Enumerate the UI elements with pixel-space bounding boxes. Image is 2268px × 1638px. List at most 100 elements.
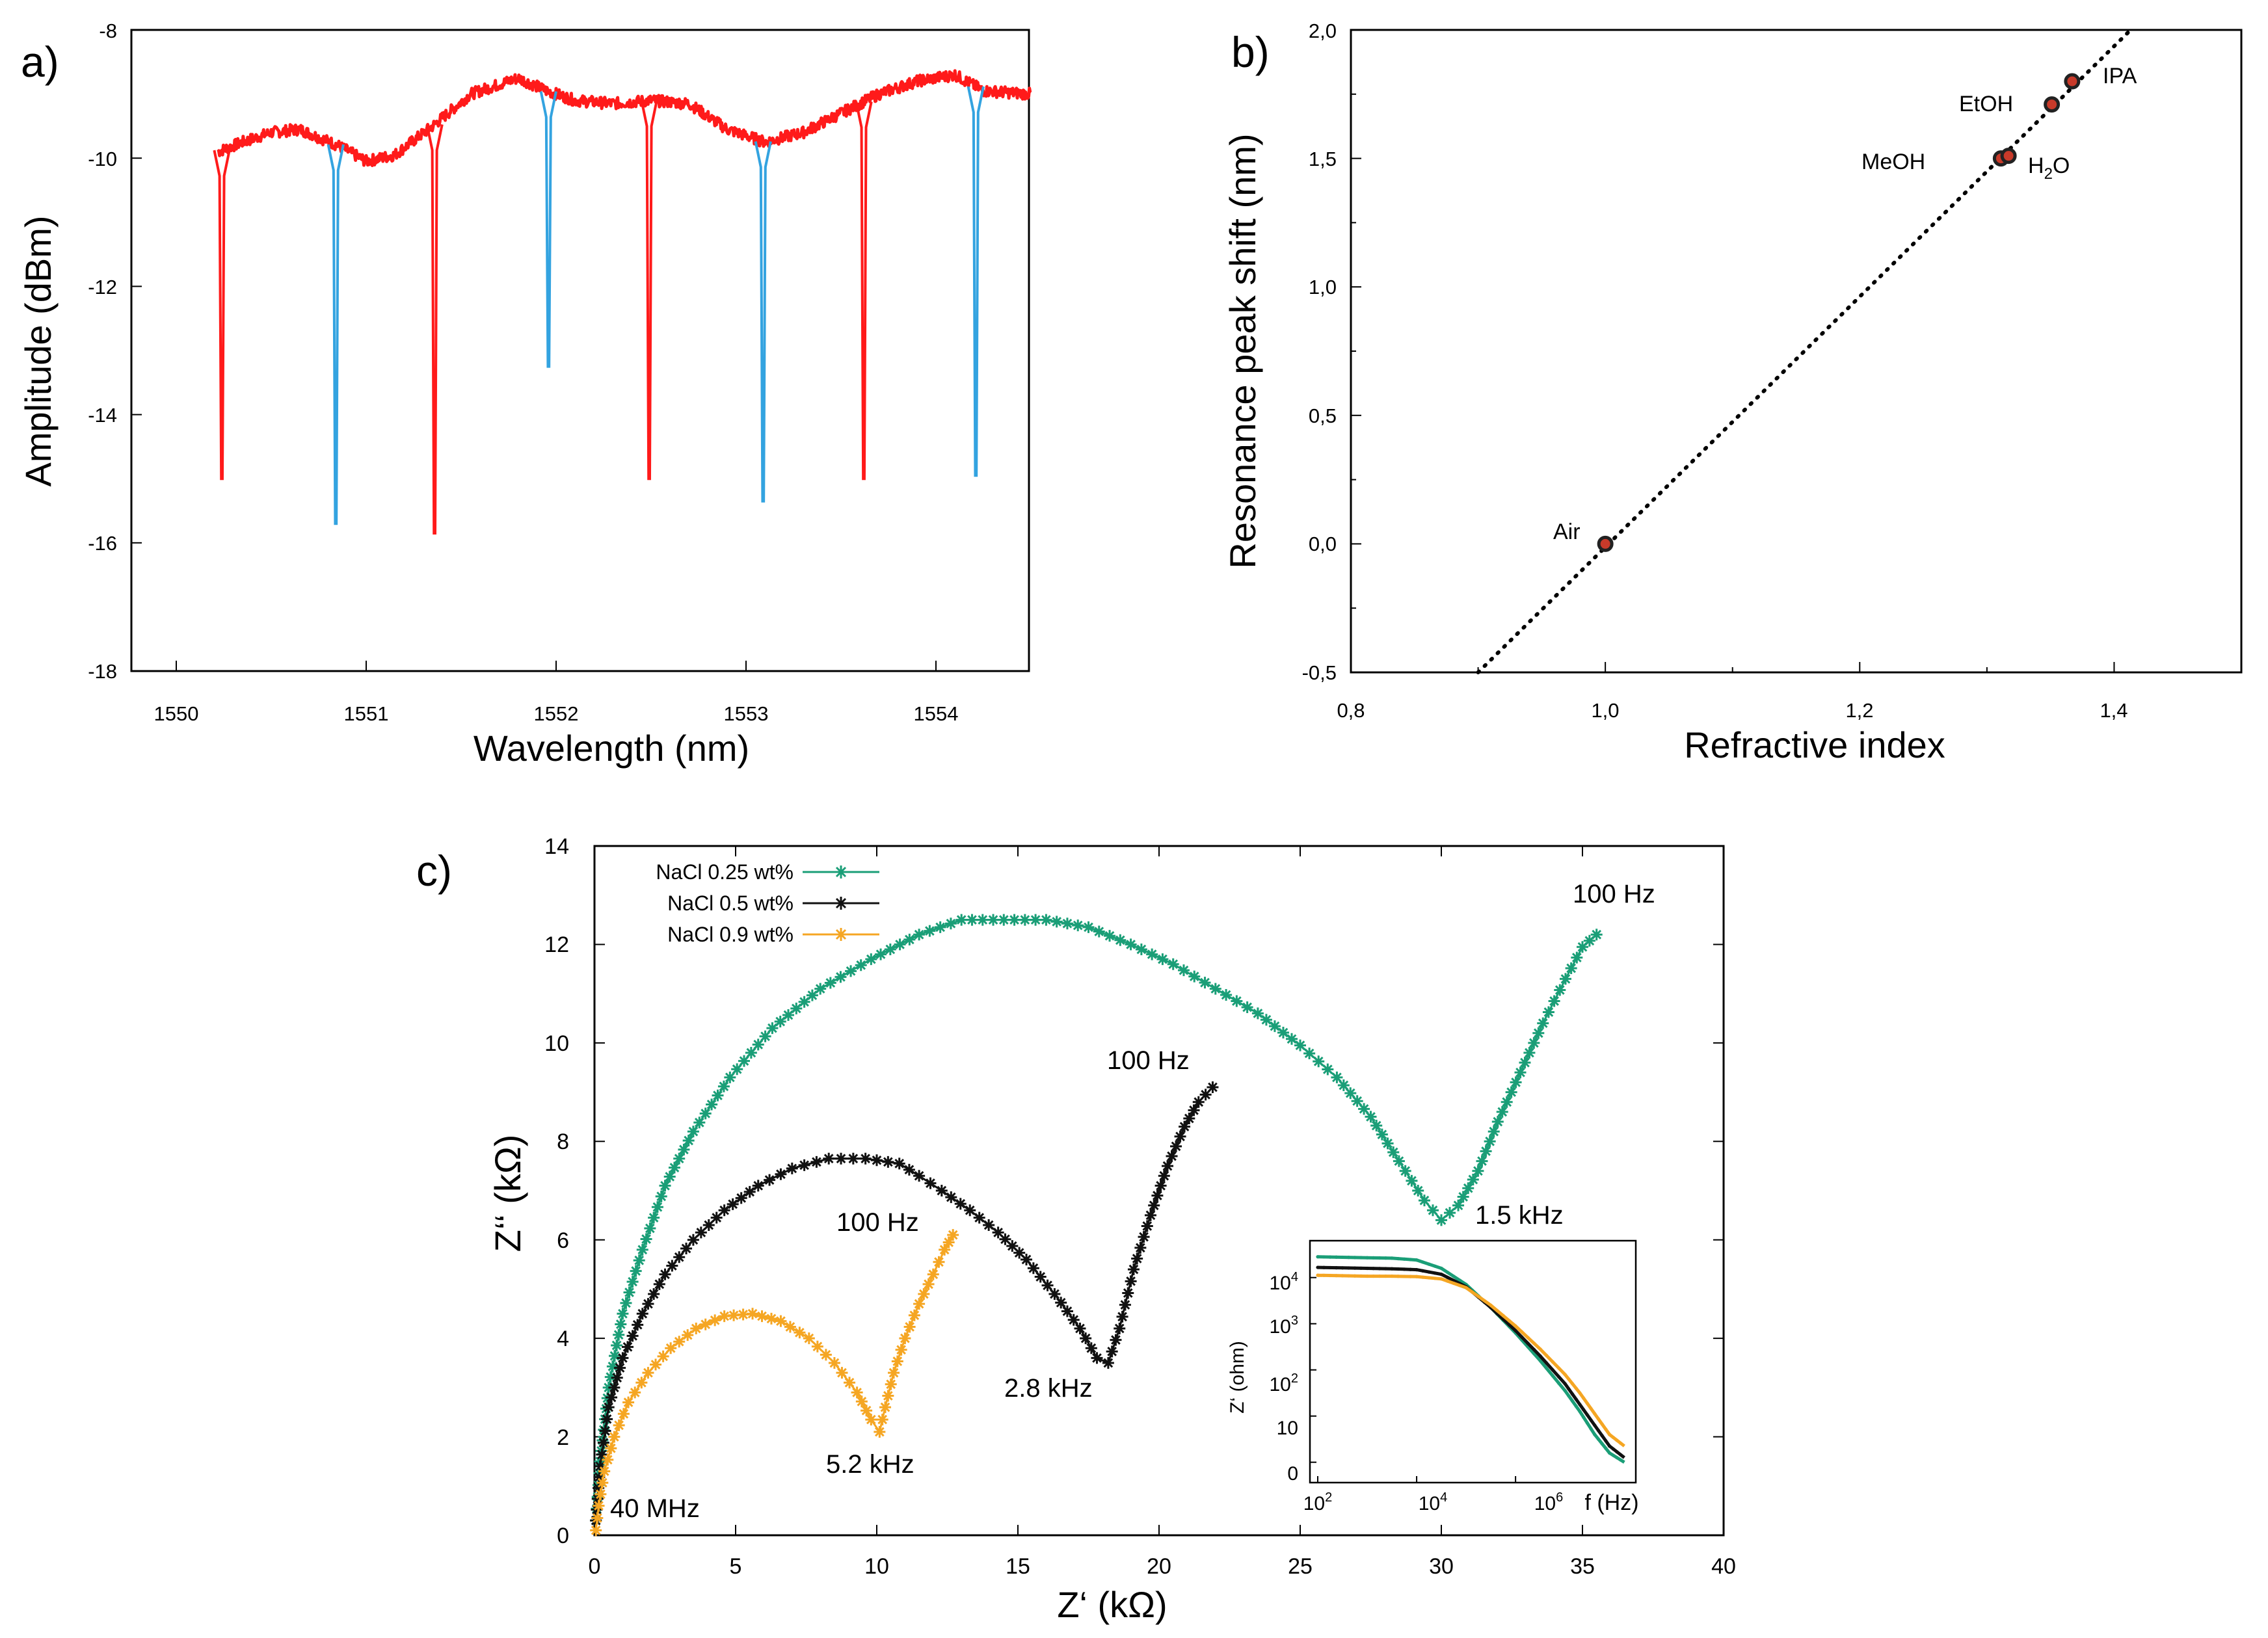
panel-c-x-tick-label-0: 0	[589, 1554, 601, 1579]
panel-c-series-0-marker-29-3	[1528, 1037, 1540, 1049]
panel-c-series-0-marker-2-5	[613, 1328, 625, 1341]
panel-c-series-0-marker-5-5	[682, 1135, 695, 1147]
inset-series-0-marker-5-1	[1445, 1271, 1450, 1275]
panel-c-series-0-marker-21-3	[1351, 1095, 1363, 1107]
legend-swatches	[803, 865, 879, 941]
panel-c-label: c)	[416, 847, 452, 895]
inset-series-0-marker-2-0	[1365, 1256, 1369, 1260]
panel-c-series-0-marker-20-2	[1313, 1055, 1325, 1068]
annotation-100hz-025: 100 Hz	[1573, 880, 1655, 908]
panel-c-series-0-marker-4-5	[655, 1190, 667, 1202]
inset-x-tick-base-2: 10	[1534, 1493, 1556, 1514]
inset-series-2-marker-1-2	[1353, 1274, 1357, 1278]
panel-a-y-tick-label-4: -10	[88, 148, 117, 170]
panel-c-series-1-marker-20-0	[1091, 1352, 1103, 1364]
panel-c-series-2-marker-10-2	[794, 1327, 806, 1339]
panel-c-series-2-marker-7-2	[709, 1314, 721, 1327]
panel-b-point-label-air: Air	[1553, 520, 1581, 544]
panel-a-resonance-dip-5	[754, 141, 772, 503]
panel-c-series-1-marker-3-0	[617, 1352, 629, 1364]
panel-c-series-0-marker-9-1	[824, 977, 836, 989]
inset-y-tick-base-3: 10	[1270, 1316, 1291, 1338]
inset-series-2-marker-4-0	[1415, 1275, 1419, 1278]
panel-c-series-2-marker-3-0	[608, 1431, 620, 1443]
inset-series-0-marker-2-2	[1378, 1256, 1381, 1260]
panel-c-series-0-marker-26-3	[1467, 1173, 1479, 1185]
inset-series-1-marker-12-0	[1593, 1423, 1597, 1427]
panel-c-series-1-marker-8-1	[764, 1174, 776, 1186]
panel-b-point-label-etoh: EtOH	[1959, 92, 2013, 116]
panel-c-series-2-marker-6-2	[682, 1329, 694, 1341]
panel-b-y-axis-label: Resonance peak shift (nm)	[1222, 133, 1263, 568]
panel-c-series-0-marker-12-1	[966, 914, 978, 926]
panel-c-series-1-marker-26-2	[1188, 1104, 1200, 1116]
panel-c-series-1-marker-13-1	[924, 1177, 937, 1189]
panel-c-series-1-marker-7-1	[727, 1198, 739, 1210]
panel-c-series-0-marker-20-0	[1294, 1039, 1306, 1051]
inset-series-2-marker-6-1	[1470, 1290, 1474, 1294]
panel-a-resonance-dip-1	[327, 144, 345, 525]
panel-c-series-0-marker-16-2	[1146, 948, 1158, 960]
panel-c-x-tick-label-2: 10	[864, 1554, 889, 1579]
annotation-2-8khz: 2.8 kHz	[1004, 1374, 1093, 1403]
panel-c-series-0-marker-2-6	[615, 1318, 627, 1330]
inset-series-1-marker-2-0	[1365, 1266, 1369, 1271]
panel-c-series-0-marker-2-4	[611, 1339, 623, 1351]
inset-x-tick-exp-1: 4	[1440, 1490, 1447, 1505]
panel-c-y-tick-label-5: 10	[544, 1031, 569, 1056]
panel-a-resonance-dip-7	[967, 86, 985, 477]
inset-series-1-marker-4-0	[1415, 1268, 1419, 1272]
inset-series-2-marker-7-1	[1495, 1308, 1499, 1312]
inset-y-axis-label: Z‘ (ohm)	[1227, 1341, 1248, 1414]
panel-b-y-tick-label-3: 1,0	[1309, 276, 1337, 298]
panel-b-y-tick-label-4: 1,5	[1309, 148, 1337, 170]
inset-series-1-marker-3-3	[1408, 1267, 1413, 1271]
panel-c-series-2-marker-12-0	[828, 1357, 840, 1369]
panel-c-series-2-marker-1-1	[594, 1488, 607, 1500]
inset-y-tick-exp-4: 4	[1291, 1270, 1298, 1284]
panel-c-series-1-marker-24-3	[1154, 1180, 1167, 1192]
panel-c-series-2-marker-21-0	[939, 1243, 951, 1256]
panel-c-series-0-marker-30-2	[1548, 995, 1560, 1007]
panel-c-y-tick-label-7: 14	[544, 834, 569, 859]
inset-series-2-marker-9-0	[1538, 1347, 1542, 1351]
inset-series-2-marker-9-2	[1551, 1360, 1554, 1364]
panel-c-series-1-marker-17-3	[1041, 1279, 1054, 1291]
inset-series-2-marker-12-3	[1604, 1427, 1608, 1431]
panel-a-y-tick-label-2: -14	[88, 404, 117, 427]
panel-a-resonance-dip-2	[425, 124, 444, 535]
panel-c-x-ticks	[594, 846, 1724, 1535]
panel-a-y-axis-label: Amplitude (dBm)	[18, 215, 59, 486]
inset-series-1-marker-10-0	[1563, 1382, 1567, 1386]
panel-c-series-1-marker-7-3	[743, 1185, 756, 1198]
inset-series-0-marker-10-2	[1570, 1399, 1575, 1403]
inset-series-1-marker-0-3	[1334, 1266, 1339, 1270]
panel-c-series-2-marker-10-0	[775, 1315, 787, 1327]
panel-b-y-ticks	[1351, 29, 1361, 673]
panel-c-series-0-marker-15-2	[1104, 930, 1116, 942]
panel-c-series-2-marker-0-1	[591, 1512, 604, 1524]
panel-b-data-points	[1597, 73, 2081, 552]
annotation-100hz-05: 100 Hz	[1107, 1046, 1190, 1075]
panel-b-x-axis-label: Refractive index	[1684, 724, 1945, 765]
inset-series-1-marker-4-1	[1421, 1269, 1425, 1273]
panel-c-series-1-marker-17-0	[1021, 1254, 1033, 1265]
panel-c-series-1-marker-18-0	[1048, 1288, 1061, 1300]
panel-c-series-0-marker-15-0	[1082, 921, 1095, 933]
inset-y-tick-label-3: 103	[1270, 1314, 1299, 1338]
panel-c-series-2-marker-17-1	[891, 1355, 903, 1367]
inset-series-2-marker-2-3	[1383, 1274, 1388, 1278]
panel-c-series-0-marker-21-0	[1331, 1071, 1343, 1083]
panel-c-series-2-marker-3-1	[613, 1419, 625, 1431]
panel-c-series-0-marker-24-0	[1418, 1195, 1430, 1207]
panel-c-series-0-marker-28-4	[1510, 1076, 1522, 1089]
panel-c-series-2-marker-2-0	[598, 1465, 611, 1477]
panel-c-y-tick-label-4: 8	[557, 1129, 569, 1154]
inset-series-2-marker-1-0	[1341, 1274, 1344, 1278]
panel-c-x-tick-label-5: 25	[1288, 1554, 1313, 1579]
panel-c-series-2-marker-13-1	[855, 1395, 868, 1408]
panel-c-series-1-marker-10-1	[835, 1152, 847, 1165]
inset-series-0-marker-11-1	[1582, 1415, 1586, 1420]
inset-series-0-marker-11-3	[1589, 1427, 1593, 1431]
panel-a-resonance-dips	[213, 86, 985, 535]
